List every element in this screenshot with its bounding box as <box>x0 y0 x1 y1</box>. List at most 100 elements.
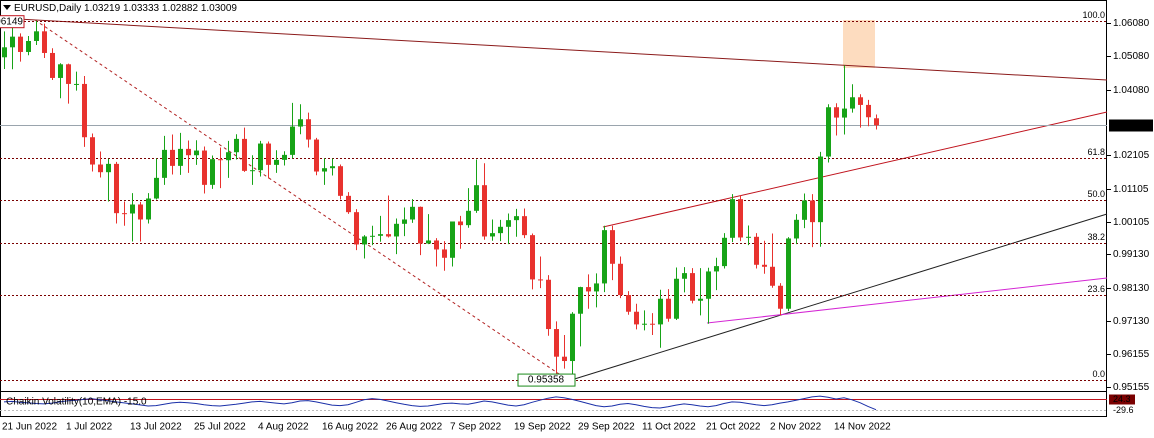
fib-label: 23.6 <box>1087 284 1105 294</box>
candle-body <box>274 159 279 165</box>
candle-body <box>514 216 519 221</box>
fib-high-label: 1.06149 <box>0 16 23 27</box>
candle-body <box>506 220 511 227</box>
candle-body <box>354 212 359 245</box>
x-tick-label: 21 Jun 2022 <box>2 422 57 433</box>
fib-label: 0.0 <box>1092 369 1105 379</box>
candle-body <box>858 97 863 105</box>
candle-body <box>154 177 159 199</box>
y-tick-label: 1.06080 <box>1113 18 1150 29</box>
candle-body <box>874 118 879 126</box>
candle-body <box>418 206 423 244</box>
candle-body <box>498 226 503 234</box>
candle-body <box>10 36 15 48</box>
candle-body <box>746 236 751 238</box>
candle-body <box>546 279 551 330</box>
indicator-line <box>3 395 877 411</box>
candle-body <box>178 148 183 166</box>
x-tick-label: 25 Jul 2022 <box>194 422 246 433</box>
candle-body <box>34 31 39 41</box>
x-tick-label: 13 Jul 2022 <box>130 422 182 433</box>
candle-body <box>282 154 287 160</box>
candle-body <box>802 200 807 220</box>
candle-body <box>690 273 695 301</box>
candle-body <box>162 149 167 178</box>
x-tick-label: 14 Nov 2022 <box>834 422 891 433</box>
candle-body <box>194 150 199 156</box>
y-tick-label: 1.05080 <box>1113 51 1150 62</box>
collapse-arrow[interactable] <box>3 5 11 10</box>
low-value: 1.02882 <box>162 3 199 14</box>
candle-body <box>722 237 727 267</box>
candle-body <box>850 97 855 109</box>
x-tick-label: 1 Jul 2022 <box>66 422 113 433</box>
candle-body <box>594 283 599 292</box>
y-tick-label: 1.00105 <box>1113 217 1150 228</box>
channel-line <box>602 111 1108 228</box>
candle-body <box>650 323 655 325</box>
candle-body <box>866 104 871 118</box>
candle-body <box>834 107 839 118</box>
x-tick-label: 11 Oct 2022 <box>642 422 696 433</box>
fib-low-label: 0.95358 <box>528 375 565 386</box>
candle-body <box>794 219 799 239</box>
indicator-title: Chaikin Volatility(10,EMA) -15.0 <box>6 397 147 408</box>
candle-body <box>186 148 191 156</box>
candle-body <box>394 223 399 237</box>
candle-body <box>818 156 823 223</box>
trend-line <box>706 277 1108 324</box>
candle-body <box>114 163 119 214</box>
candle-body <box>122 213 127 215</box>
candle-body <box>170 149 175 166</box>
candle-body <box>626 295 631 312</box>
candle-body <box>226 152 231 161</box>
fib-high-box <box>0 15 25 29</box>
current-price-label: 1.03009 <box>1113 120 1150 131</box>
candle-body <box>266 143 271 165</box>
candle-body <box>426 240 431 244</box>
y-tick-label: 1.02105 <box>1113 150 1150 161</box>
candles <box>2 20 879 381</box>
candle-body <box>578 287 583 314</box>
candle-body <box>810 200 815 223</box>
candle-body <box>250 170 255 172</box>
candle-body <box>370 235 375 237</box>
high-value: 1.03333 <box>123 3 160 14</box>
candle-body <box>674 278 679 319</box>
candle-body <box>18 36 23 52</box>
chart-header: EURUSD,Daily 1.03219 1.03333 1.02882 1.0… <box>14 3 237 14</box>
candle-body <box>298 119 303 127</box>
candle-body <box>522 216 527 236</box>
candle-body <box>786 238 791 309</box>
indicator-value-box <box>1109 394 1135 405</box>
candle-body <box>778 285 783 309</box>
candle-body <box>42 31 47 53</box>
plot-frame <box>0 0 1107 417</box>
candle-body <box>346 195 351 213</box>
candle-body <box>554 329 559 357</box>
candle-body <box>66 64 71 84</box>
fib-low-box <box>517 373 576 387</box>
fib-label: 38.2 <box>1087 232 1105 242</box>
candle-body <box>458 221 463 226</box>
candle-body <box>26 40 31 52</box>
candle-body <box>474 185 479 211</box>
indicator-tick-label: 24.3 <box>1113 394 1131 404</box>
candle-body <box>538 279 543 281</box>
candle-body <box>402 219 407 224</box>
y-tick-label: 0.97130 <box>1113 316 1150 327</box>
x-tick-label: 26 Aug 2022 <box>386 422 443 433</box>
candle-body <box>666 298 671 319</box>
candle-body <box>202 150 207 185</box>
candle-body <box>362 236 367 245</box>
candle-body <box>562 356 567 362</box>
candle-body <box>98 164 103 173</box>
candle-body <box>314 139 319 172</box>
x-tick-label: 2 Nov 2022 <box>770 422 822 433</box>
y-tick-label: 0.95155 <box>1113 382 1150 393</box>
candle-body <box>450 221 455 258</box>
fib-label: 50.0 <box>1087 189 1105 199</box>
candle-body <box>130 204 135 214</box>
